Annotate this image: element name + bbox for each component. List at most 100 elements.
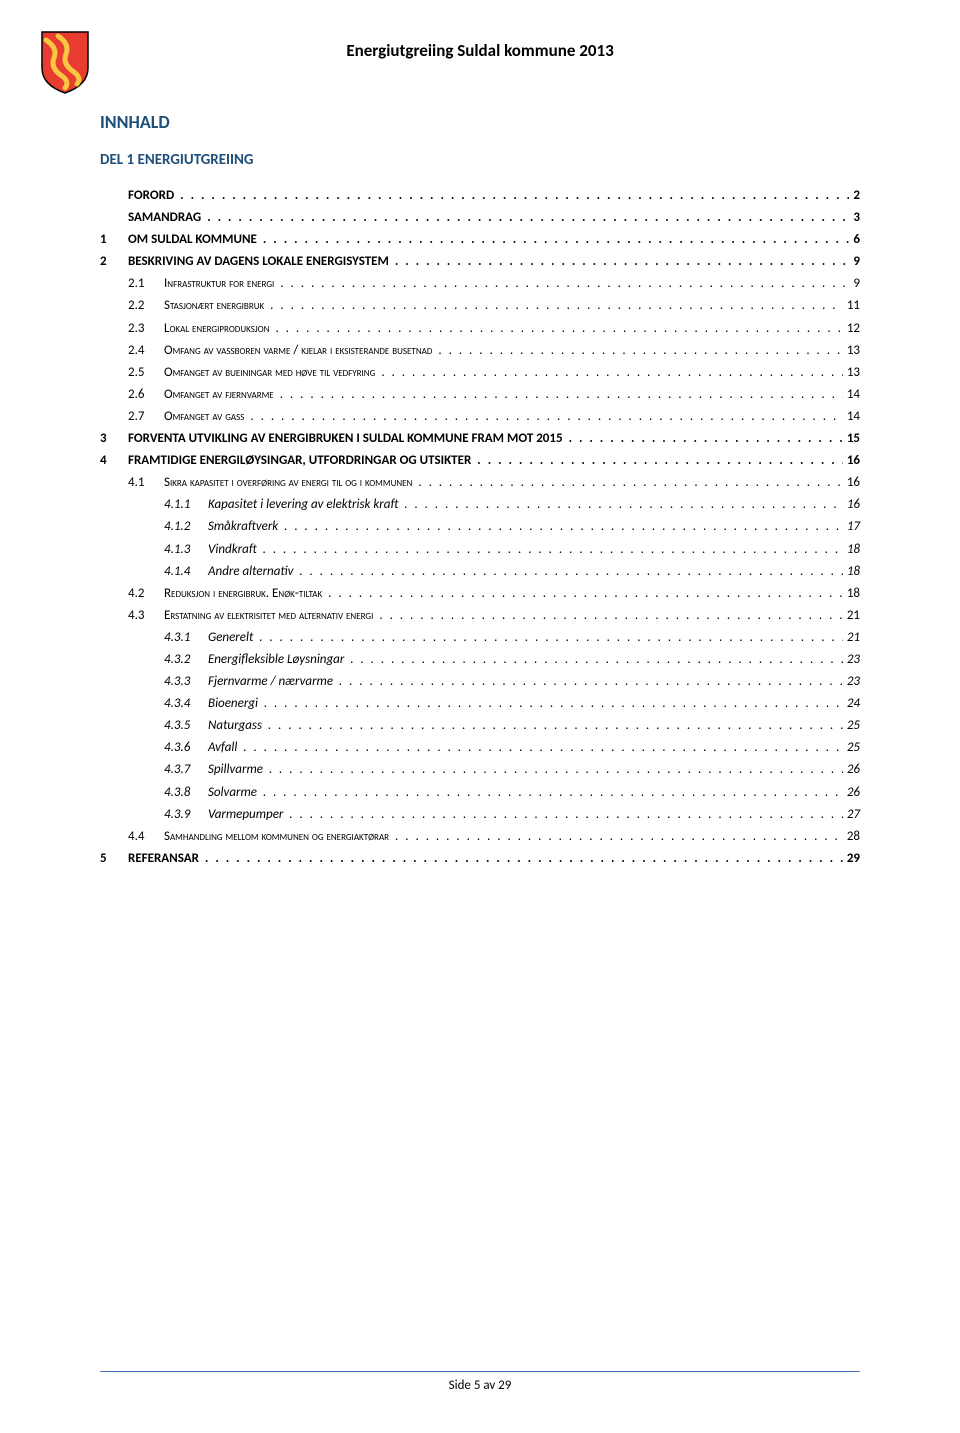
toc-entry-page: 11	[843, 295, 860, 317]
toc-entry-title: Vindkraft	[208, 539, 261, 561]
toc-entry-title: REFERANSAR	[128, 848, 203, 870]
toc-entry-number: 4.3.7	[164, 759, 208, 781]
toc-entry[interactable]: 2.6Omfanget av fjernvarme. . . . . . . .…	[100, 384, 860, 406]
toc-entry-number: 4.3.6	[164, 737, 208, 759]
toc-dots: . . . . . . . . . . . . . . . . . . . . …	[203, 848, 843, 870]
toc-entry[interactable]: 3FORVENTA UTVIKLING AV ENERGIBRUKEN I SU…	[100, 428, 860, 450]
toc-entry[interactable]: 4.1.3Vindkraft. . . . . . . . . . . . . …	[100, 539, 860, 561]
toc-dots: . . . . . . . . . . . . . . . . . . . . …	[262, 693, 843, 715]
toc-entry-number: 4.1.2	[164, 516, 208, 538]
toc-entry[interactable]: 4.3Erstatning av elektrisitet med altern…	[100, 605, 860, 627]
toc-entry-number: 2.5	[128, 362, 164, 384]
toc-entry-page: 21	[843, 605, 860, 627]
toc-entry-number: 4.2	[128, 583, 164, 605]
toc-entry-title: Solvarme	[208, 782, 261, 804]
toc-entry-page: 6	[849, 229, 860, 251]
toc-entry-title: OM SULDAL KOMMUNE	[128, 229, 261, 251]
toc-entry-title: SAMANDRAG	[128, 207, 205, 229]
toc-entry[interactable]: 4.3.1Generelt. . . . . . . . . . . . . .…	[100, 627, 860, 649]
toc-entry-number: 4.3.5	[164, 715, 208, 737]
toc-entry[interactable]: SAMANDRAG. . . . . . . . . . . . . . . .…	[100, 207, 860, 229]
toc-entry[interactable]: 2.2Stasjonært energibruk. . . . . . . . …	[100, 295, 860, 317]
toc-entry[interactable]: 4.2Reduksjon i energibruk. Enøk-tiltak. …	[100, 583, 860, 605]
toc-entry-number: 2.3	[128, 318, 164, 340]
toc-dots: . . . . . . . . . . . . . . . . . . . . …	[241, 737, 842, 759]
toc-entry[interactable]: 4.3.2Energifleksible Løysningar. . . . .…	[100, 649, 860, 671]
toc-entry[interactable]: FORORD. . . . . . . . . . . . . . . . . …	[100, 185, 860, 207]
toc-dots: . . . . . . . . . . . . . . . . . . . . …	[278, 384, 843, 406]
toc-entry[interactable]: 2BESKRIVING AV DAGENS LOKALE ENERGISYSTE…	[100, 251, 860, 273]
toc-entry-number: 2.1	[128, 273, 164, 295]
toc-entry-page: 25	[843, 715, 860, 737]
toc-entry[interactable]: 4FRAMTIDIGE ENERGILØYSINGAR, UTFORDRINGA…	[100, 450, 860, 472]
toc-entry[interactable]: 4.1.1Kapasitet i levering av elektrisk k…	[100, 494, 860, 516]
toc-entry[interactable]: 4.4Samhandling mellom kommunen og energi…	[100, 826, 860, 848]
toc-entry[interactable]: 4.3.9Varmepumper. . . . . . . . . . . . …	[100, 804, 860, 826]
toc-entry-page: 13	[843, 340, 860, 362]
toc-entry-number: 1	[100, 229, 128, 251]
toc-main-title: INNHALD	[100, 111, 860, 133]
toc-entry[interactable]: 2.3Lokal energiproduksjon. . . . . . . .…	[100, 318, 860, 340]
toc-entry[interactable]: 4.1.4Andre alternativ. . . . . . . . . .…	[100, 561, 860, 583]
toc-entry-number: 4.3.4	[164, 693, 208, 715]
toc-entry-page: 14	[843, 406, 860, 428]
toc-entry[interactable]: 5REFERANSAR. . . . . . . . . . . . . . .…	[100, 848, 860, 870]
toc-entry[interactable]: 4.3.3Fjernvarme / nærvarme. . . . . . . …	[100, 671, 860, 693]
toc-dots: . . . . . . . . . . . . . . . . . . . . …	[278, 273, 849, 295]
toc-entry-title: Sikra kapasitet i overføring av energi t…	[164, 472, 416, 494]
toc-entry-page: 23	[843, 649, 860, 671]
toc-entry[interactable]: 4.3.6Avfall. . . . . . . . . . . . . . .…	[100, 737, 860, 759]
toc-entry-page: 16	[843, 450, 860, 472]
toc-entry-title: Omfanget av gass	[164, 406, 248, 428]
toc-entry-page: 15	[843, 428, 860, 450]
toc-dots: . . . . . . . . . . . . . . . . . . . . …	[261, 539, 843, 561]
toc-dots: . . . . . . . . . . . . . . . . . . . . …	[567, 428, 843, 450]
municipality-logo	[40, 30, 90, 95]
toc-entry[interactable]: 4.1Sikra kapasitet i overføring av energ…	[100, 472, 860, 494]
toc-entry-title: Bioenergi	[208, 693, 262, 715]
toc-entry-page: 16	[843, 494, 860, 516]
toc-section-title: DEL 1 ENERGIUTGREIING	[100, 151, 860, 169]
toc-entry-number: 2.6	[128, 384, 164, 406]
page-footer: Side 5 av 29	[0, 1371, 960, 1393]
toc-entry-number: 3	[100, 428, 128, 450]
toc-entry[interactable]: 4.3.4Bioenergi. . . . . . . . . . . . . …	[100, 693, 860, 715]
toc-entry-page: 18	[843, 539, 860, 561]
toc-entry-number: 4.1	[128, 472, 164, 494]
toc-dots: . . . . . . . . . . . . . . . . . . . . …	[402, 494, 842, 516]
toc-entry-number: 4.1.1	[164, 494, 208, 516]
toc-dots: . . . . . . . . . . . . . . . . . . . . …	[475, 450, 843, 472]
page-header: Energiutgreiing Suldal kommune 2013	[100, 40, 860, 61]
toc-entry-number: 2.2	[128, 295, 164, 317]
toc-entry-number: 2.7	[128, 406, 164, 428]
toc-entry[interactable]: 2.7Omfanget av gass. . . . . . . . . . .…	[100, 406, 860, 428]
toc-entry[interactable]: 4.1.2Småkraftverk. . . . . . . . . . . .…	[100, 516, 860, 538]
toc-dots: . . . . . . . . . . . . . . . . . . . . …	[267, 759, 843, 781]
toc-entry[interactable]: 2.1Infrastruktur for energi. . . . . . .…	[100, 273, 860, 295]
toc-dots: . . . . . . . . . . . . . . . . . . . . …	[266, 715, 843, 737]
toc-entry-title: FORVENTA UTVIKLING AV ENERGIBRUKEN I SUL…	[128, 428, 567, 450]
toc-entry-title: FRAMTIDIGE ENERGILØYSINGAR, UTFORDRINGAR…	[128, 450, 475, 472]
toc-entry[interactable]: 4.3.8Solvarme. . . . . . . . . . . . . .…	[100, 782, 860, 804]
toc-entry-number: 4.1.3	[164, 539, 208, 561]
toc-entry-title: Andre alternativ	[208, 561, 297, 583]
toc-entry-number: 4.3.1	[164, 627, 208, 649]
toc-dots: . . . . . . . . . . . . . . . . . . . . …	[273, 318, 842, 340]
header-title: Energiutgreiing Suldal kommune 2013	[346, 40, 613, 61]
toc-entry[interactable]: 2.5Omfanget av bueiningar med høve til v…	[100, 362, 860, 384]
toc-entry-title: Energifleksible Løysningar	[208, 649, 348, 671]
toc-dots: . . . . . . . . . . . . . . . . . . . . …	[178, 185, 849, 207]
toc-entry[interactable]: 1OM SULDAL KOMMUNE. . . . . . . . . . . …	[100, 229, 860, 251]
toc-entry-title: Fjernvarme / nærvarme	[208, 671, 337, 693]
toc-entry-title: Stasjonært energibruk	[164, 295, 268, 317]
toc-entry-number: 4	[100, 450, 128, 472]
toc-entry-page: 9	[849, 251, 860, 273]
toc-entry-page: 24	[843, 693, 860, 715]
toc-entry[interactable]: 4.3.7Spillvarme. . . . . . . . . . . . .…	[100, 759, 860, 781]
toc-entry[interactable]: 4.3.5Naturgass. . . . . . . . . . . . . …	[100, 715, 860, 737]
toc-entry-number: 4.1.4	[164, 561, 208, 583]
toc-entry-title: Varmepumper	[208, 804, 287, 826]
toc-dots: . . . . . . . . . . . . . . . . . . . . …	[337, 671, 843, 693]
toc-entry[interactable]: 2.4Omfang av vassboren varme / kjelar i …	[100, 340, 860, 362]
toc-dots: . . . . . . . . . . . . . . . . . . . . …	[268, 295, 843, 317]
